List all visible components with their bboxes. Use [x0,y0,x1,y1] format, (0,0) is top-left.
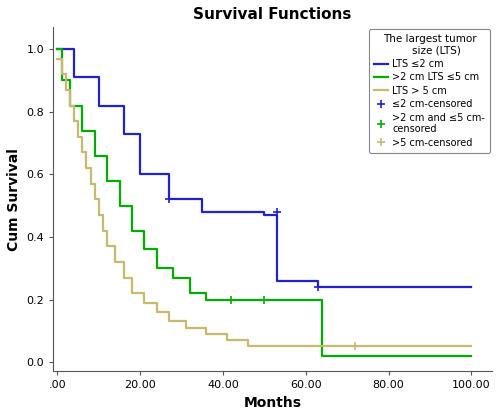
Title: Survival Functions: Survival Functions [194,7,352,22]
X-axis label: Months: Months [244,396,302,410]
Y-axis label: Cum Survival: Cum Survival [7,148,21,251]
Legend: LTS ≤2 cm, >2 cm LTS ≤5 cm, LTS > 5 cm, ≤2 cm-censored, >2 cm and ≤5 cm-
censore: LTS ≤2 cm, >2 cm LTS ≤5 cm, LTS > 5 cm, … [369,29,490,153]
